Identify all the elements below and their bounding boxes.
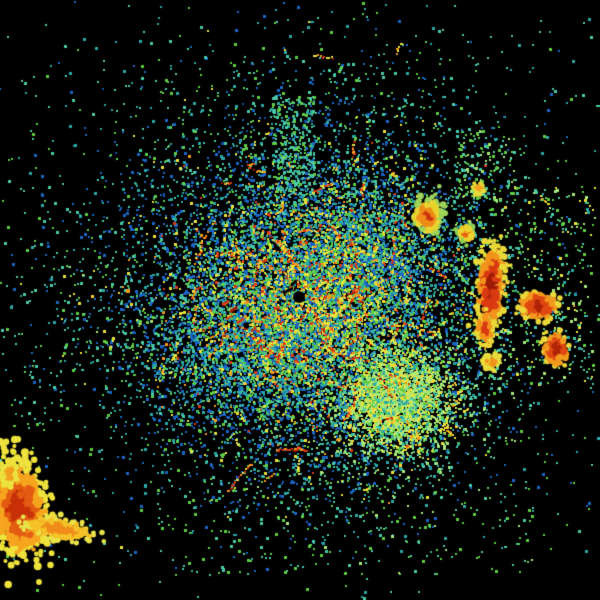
radar-heatmap-canvas <box>0 0 600 600</box>
radar-image-viewport <box>0 0 600 600</box>
